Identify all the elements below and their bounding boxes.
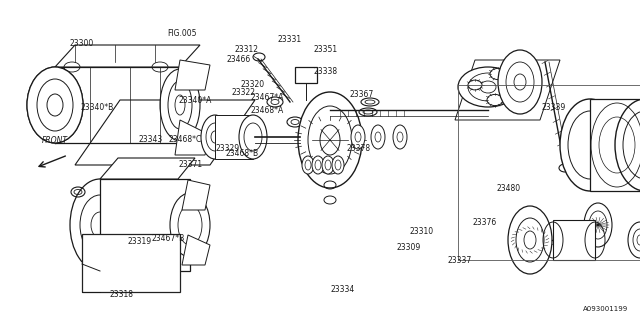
Text: 23343: 23343 (138, 135, 163, 144)
Ellipse shape (170, 193, 210, 257)
Ellipse shape (584, 203, 612, 247)
Polygon shape (175, 120, 210, 155)
Polygon shape (100, 158, 195, 179)
Text: 23337: 23337 (447, 256, 472, 265)
Text: 23310: 23310 (409, 228, 433, 236)
Bar (590, 99, 640, 191)
Text: 23338: 23338 (313, 68, 337, 76)
Ellipse shape (468, 80, 482, 90)
Text: 23339: 23339 (541, 103, 566, 112)
Ellipse shape (201, 115, 229, 159)
Bar (553, 220, 595, 260)
Bar (100, 179, 190, 271)
Ellipse shape (508, 206, 552, 274)
Text: 23320: 23320 (241, 80, 265, 89)
Text: 23378: 23378 (346, 144, 371, 153)
Ellipse shape (458, 67, 518, 107)
Text: FIG.005: FIG.005 (168, 29, 197, 38)
Ellipse shape (160, 69, 200, 141)
Ellipse shape (487, 94, 503, 106)
Ellipse shape (239, 115, 267, 159)
Ellipse shape (332, 156, 344, 174)
Text: 23318: 23318 (109, 290, 134, 299)
Ellipse shape (298, 92, 362, 188)
Text: 23329: 23329 (215, 144, 239, 153)
Text: 23468*B: 23468*B (225, 149, 259, 158)
Ellipse shape (302, 156, 314, 174)
Ellipse shape (27, 67, 83, 143)
Ellipse shape (628, 222, 640, 258)
Ellipse shape (490, 68, 506, 80)
Text: 23468*A: 23468*A (251, 106, 284, 115)
Bar (82, 234, 180, 292)
Text: 23340*B: 23340*B (81, 103, 114, 112)
Bar (295, 67, 317, 83)
Text: 23331: 23331 (277, 36, 301, 44)
Bar (458, 85, 640, 260)
Text: 23468*C: 23468*C (169, 135, 202, 144)
Ellipse shape (371, 125, 385, 149)
Ellipse shape (70, 179, 130, 271)
Text: 23467*A: 23467*A (251, 93, 284, 102)
Text: 23334: 23334 (330, 285, 355, 294)
Bar (215, 115, 253, 159)
Ellipse shape (27, 67, 83, 143)
Text: 23376: 23376 (473, 218, 497, 227)
Polygon shape (182, 180, 210, 210)
Text: 23340*A: 23340*A (179, 96, 212, 105)
Text: 23300: 23300 (70, 39, 94, 48)
Ellipse shape (393, 125, 407, 149)
Polygon shape (75, 100, 255, 165)
Text: 23367: 23367 (349, 90, 374, 99)
Text: 23480: 23480 (497, 184, 521, 193)
Text: FRONT: FRONT (42, 136, 68, 145)
Ellipse shape (498, 50, 542, 114)
Polygon shape (55, 45, 200, 67)
Ellipse shape (615, 99, 640, 191)
Text: 23322: 23322 (231, 88, 255, 97)
Ellipse shape (560, 99, 620, 191)
Text: 23319: 23319 (127, 237, 152, 246)
Ellipse shape (351, 125, 365, 149)
Text: 23467*B: 23467*B (152, 234, 185, 243)
Text: 23312: 23312 (234, 45, 259, 54)
Ellipse shape (322, 156, 334, 174)
Polygon shape (175, 60, 210, 90)
Text: 23371: 23371 (179, 160, 203, 169)
Text: 23466: 23466 (227, 55, 251, 64)
Text: 23309: 23309 (396, 244, 420, 252)
Ellipse shape (312, 156, 324, 174)
Text: A093001199: A093001199 (583, 306, 628, 312)
Text: 23351: 23351 (313, 45, 337, 54)
Polygon shape (182, 235, 210, 265)
